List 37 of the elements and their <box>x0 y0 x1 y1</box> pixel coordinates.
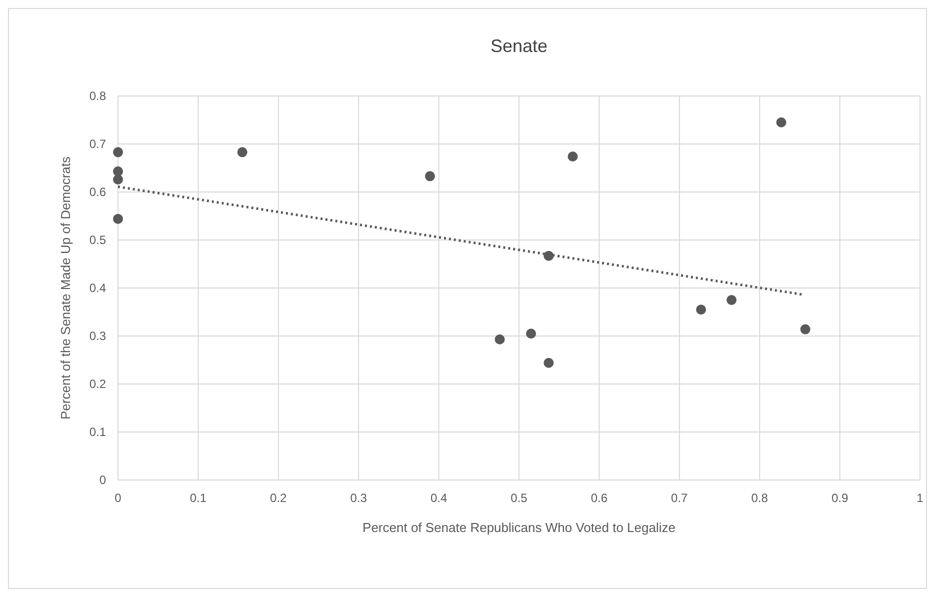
chart-title: Senate <box>490 36 548 56</box>
x-tick-label: 1 <box>916 491 924 505</box>
x-axis-title: Percent of Senate Republicans Who Voted to Legalize <box>362 520 676 535</box>
point <box>237 147 248 158</box>
y-tick-label: 0.7 <box>89 137 106 151</box>
x-tick-label: 0.1 <box>190 491 207 505</box>
y-tick-label: 0.3 <box>89 329 106 343</box>
point <box>424 171 435 182</box>
point <box>776 117 786 128</box>
y-tick-label: 0.6 <box>89 185 106 199</box>
point <box>113 147 123 158</box>
y-tick-label: 0 <box>99 473 106 487</box>
y-tick-label: 0.5 <box>89 233 106 247</box>
y-tick-label: 0.4 <box>89 281 106 295</box>
y-tick-label: 0.8 <box>89 89 106 103</box>
point <box>113 166 123 176</box>
x-tick-label: 0 <box>114 491 122 505</box>
point <box>696 304 706 315</box>
point <box>526 328 536 339</box>
point <box>726 295 737 305</box>
x-tick-label: 0.7 <box>671 491 688 505</box>
point <box>494 334 505 344</box>
point <box>544 358 554 368</box>
y-tick-label: 0.1 <box>89 425 106 439</box>
x-tick-label: 0.2 <box>270 491 288 505</box>
y-tick-label: 0.2 <box>89 377 106 391</box>
y-axis-title: Percent of the Senate Made Up of Democrats <box>58 156 73 420</box>
x-tick-label: 0.8 <box>751 491 768 505</box>
x-tick-label: 0.4 <box>430 491 448 505</box>
point <box>113 214 123 224</box>
point <box>800 324 810 334</box>
point <box>113 174 123 185</box>
point <box>568 151 578 162</box>
x-tick-label: 0.5 <box>510 491 528 505</box>
x-tick-label: 0.9 <box>831 491 848 505</box>
x-tick-label: 0.6 <box>590 491 608 505</box>
x-tick-label: 0.3 <box>350 491 368 505</box>
